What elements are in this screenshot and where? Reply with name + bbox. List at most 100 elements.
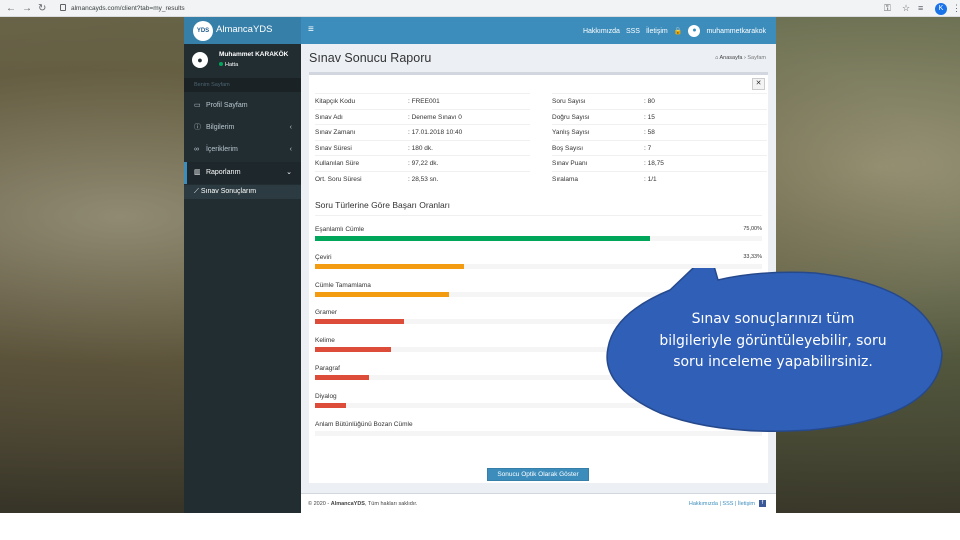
subject-label: Paragraf [315, 365, 340, 372]
sidebar-toggle-icon[interactable]: ≡ [308, 24, 314, 35]
facebook-icon[interactable]: f [759, 500, 766, 508]
footer-links-text[interactable]: Hakkımızda | SSS | İletişim [688, 501, 755, 507]
logo-badge: YDS [193, 21, 213, 41]
progress-track [315, 236, 762, 241]
subject-progress: Anlam Bütünlüğünü Bozan Cümle [315, 420, 762, 440]
top-navbar: YDS AlmancaYDS ≡ Hakkımızda SSS İletişim… [184, 17, 776, 44]
info-key: Yanlış Sayısı [552, 129, 590, 137]
subject-progress: Çeviri 33,33% [315, 253, 762, 273]
logo[interactable]: YDS AlmancaYDS [184, 17, 301, 44]
info-value: : 7 [644, 144, 652, 152]
info-row: Sıralama: 1/1 [552, 171, 767, 186]
breadcrumb-home[interactable]: Anasayfa [719, 55, 743, 61]
info-key: Sınav Puanı [552, 160, 588, 168]
subject-label: Anlam Bütünlüğünü Bozan Cümle [315, 420, 413, 428]
progress-track [315, 291, 762, 297]
info-key: Kitapçık Kodu [315, 98, 356, 105]
info-value: : 17.01.2018 10:40 [408, 129, 463, 137]
user-icon[interactable]: ● [688, 25, 701, 37]
progress-fill [315, 402, 347, 408]
sidebar-subitem-label: Sınav Sonuçlarım [200, 188, 257, 195]
progress-fill [315, 263, 464, 269]
reload-icon[interactable]: ↻ [38, 3, 47, 14]
chevron-left-icon: ‹ [289, 124, 292, 131]
info-row: Ort. Soru Süresi: 28,53 sn. [315, 171, 530, 186]
progress-track [315, 402, 762, 408]
info-key: Sınav Zamanı [315, 129, 356, 137]
copyright-suffix: , Tüm hakları saklıdır. [364, 501, 418, 507]
info-row: Kullanılan Süre: 97,22 dk. [315, 155, 530, 170]
progress-track [315, 375, 762, 380]
info-row: Sınav Süresi: 180 dk. [315, 139, 530, 155]
progress-fill [315, 236, 651, 241]
cast-icon[interactable]: ≡ [918, 3, 924, 13]
copyright: © 2020 - AlmancaYDS, Tüm hakları saklıdı… [308, 494, 417, 514]
info-key: Doğru Sayısı [552, 113, 590, 121]
callout-bubble: Sınav sonuçlarınızı tüm bilgileriyle gör… [600, 268, 944, 434]
subject-label: Eşanlamlı Cümle [315, 226, 365, 233]
lock-icon [60, 4, 66, 11]
avatar-icon: ● [192, 52, 208, 68]
section-title: Soru Türlerine Göre Başarı Oranları [315, 200, 450, 210]
chevron-down-icon: ⌄ [286, 169, 292, 176]
info-value: : 97,22 dk. [408, 160, 439, 168]
progress-track [315, 347, 762, 353]
show-optical-result-button[interactable]: Sonucu Optik Olarak Göster [487, 468, 589, 481]
menu-header: Benim Sayfam [184, 78, 301, 92]
back-icon[interactable]: ← [6, 3, 16, 14]
address-bar[interactable]: almancayds.com/client?tab=my_results [71, 5, 185, 12]
progress-fill [315, 375, 369, 380]
info-value: : FREE001 [408, 98, 440, 105]
profile-icon[interactable]: K [935, 3, 947, 15]
subject-label: Çeviri [315, 253, 332, 261]
brand-name: AlmancaYDS [216, 24, 273, 35]
subject-progress: Kelime [315, 336, 762, 356]
info-value: : 58 [644, 129, 655, 137]
key-icon[interactable]: ⚿ [884, 3, 891, 13]
menu-dots-icon[interactable]: ⋮ [952, 3, 960, 13]
sidebar-item-label: İçeriklerim [205, 146, 238, 153]
progress-fill [315, 291, 450, 297]
info-key: Soru Sayısı [552, 98, 586, 105]
sidebar-item-label: Bilgilerim [205, 124, 235, 131]
user-status-text: Hatta [225, 62, 239, 68]
nav-link-about[interactable]: Hakkımızda [582, 27, 620, 35]
subject-label: Cümle Tamamlama [315, 281, 371, 289]
subject-progress: Gramer [315, 308, 762, 328]
progress-track [315, 430, 762, 436]
forward-icon[interactable]: → [22, 3, 32, 14]
sidebar-item-reports[interactable]: ▥ Raporlarım ⌄ [184, 162, 301, 184]
sidebar: ● Muhammet KARAKÖK Hatta Benim Sayfam ▭ … [184, 44, 301, 513]
user-panel: ● Muhammet KARAKÖK Hatta [184, 44, 301, 77]
nav-link-contact[interactable]: İletişim [645, 27, 668, 35]
subject-progress: Paragraf [315, 364, 762, 384]
footer: © 2020 - AlmancaYDS, Tüm hakları saklıdı… [301, 493, 776, 513]
info-key: Sınav Süresi [315, 144, 352, 152]
info-key: Boş Sayısı [552, 144, 584, 152]
sidebar-subitem-exam-results[interactable]: ⟋ Sınav Sonuçlarım [184, 185, 301, 199]
browser-toolbar: ← → ↻ almancayds.com/client?tab=my_resul… [0, 0, 960, 17]
info-key: Sıralama [552, 176, 579, 183]
top-nav-links: Hakkımızda SSS İletişim 🔒 ● muhammetkara… [583, 25, 766, 37]
info-value: : 15 [644, 113, 655, 121]
info-row: Soru Sayısı: 80 [552, 93, 767, 108]
footer-links[interactable]: Hakkımızda | SSS | İletişim f [689, 494, 766, 514]
subject-progress: Eşanlamlı Cümle 75,00% [315, 225, 762, 245]
top-username[interactable]: muhammetkarakok [706, 27, 766, 35]
info-value: : 18,75 [644, 160, 664, 168]
id-card-icon: ▭ [194, 102, 201, 109]
sidebar-item-info[interactable]: ⓘ Bilgilerim ‹ [184, 117, 301, 139]
lock-icon[interactable]: 🔒 [673, 27, 683, 35]
star-icon[interactable]: ☆ [902, 3, 911, 13]
progress-fill [315, 347, 391, 353]
chevron-left-icon: ‹ [289, 146, 292, 153]
subject-label: Diyalog [315, 392, 337, 400]
nav-link-faq[interactable]: SSS [625, 27, 640, 35]
sidebar-item-contents[interactable]: ∞ İçeriklerim ‹ [184, 139, 301, 161]
sidebar-item-profile[interactable]: ▭ Profil Sayfam [184, 95, 301, 117]
info-key: Ort. Soru Süresi [315, 176, 362, 183]
close-icon[interactable]: ✕ [752, 78, 765, 90]
copyright-brand: AlmancaYDS [330, 501, 365, 507]
subject-progress: Diyalog [315, 392, 762, 412]
callout-text: Sınav sonuçlarınızı tüm bilgileriyle gör… [659, 311, 887, 370]
